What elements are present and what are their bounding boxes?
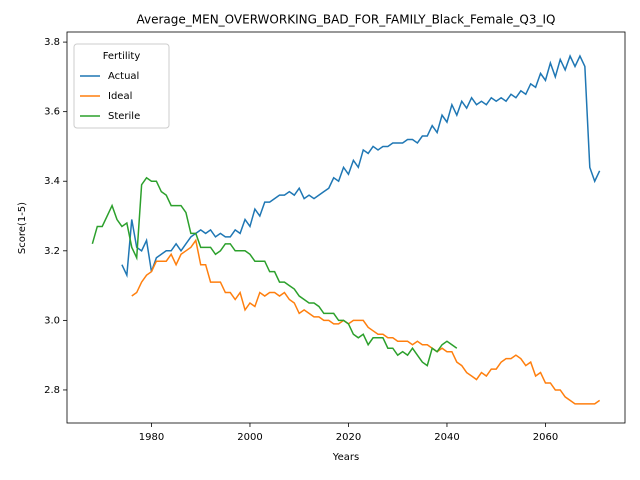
chart-title: Average_MEN_OVERWORKING_BAD_FOR_FAMILY_B…: [136, 13, 555, 27]
y-tick-label: 3.0: [44, 315, 60, 326]
x-tick-label: 1980: [139, 432, 164, 443]
legend-label: Ideal: [108, 91, 132, 102]
x-tick-label: 2060: [533, 432, 558, 443]
legend-box: [73, 43, 170, 129]
x-axis-label: Years: [332, 452, 359, 463]
y-tick-label: 3.6: [44, 107, 60, 118]
legend-title: Fertility: [103, 51, 141, 62]
x-tick-label: 2020: [336, 432, 361, 443]
series-line: [91, 176, 458, 367]
y-tick-label: 3.2: [44, 246, 60, 257]
legend-label: Sterile: [108, 111, 140, 122]
series-line: [131, 238, 601, 405]
y-axis-label: Score(1-5): [17, 202, 28, 254]
plot-frame: [66, 31, 626, 424]
x-tick-label: 2000: [237, 432, 262, 443]
series-line: [121, 54, 601, 278]
y-tick-label: 3.4: [44, 176, 60, 187]
y-tick-label: 3.8: [44, 37, 60, 48]
y-tick-label: 2.8: [44, 385, 60, 396]
legend-label: Actual: [108, 71, 139, 82]
x-tick-label: 2040: [434, 432, 459, 443]
